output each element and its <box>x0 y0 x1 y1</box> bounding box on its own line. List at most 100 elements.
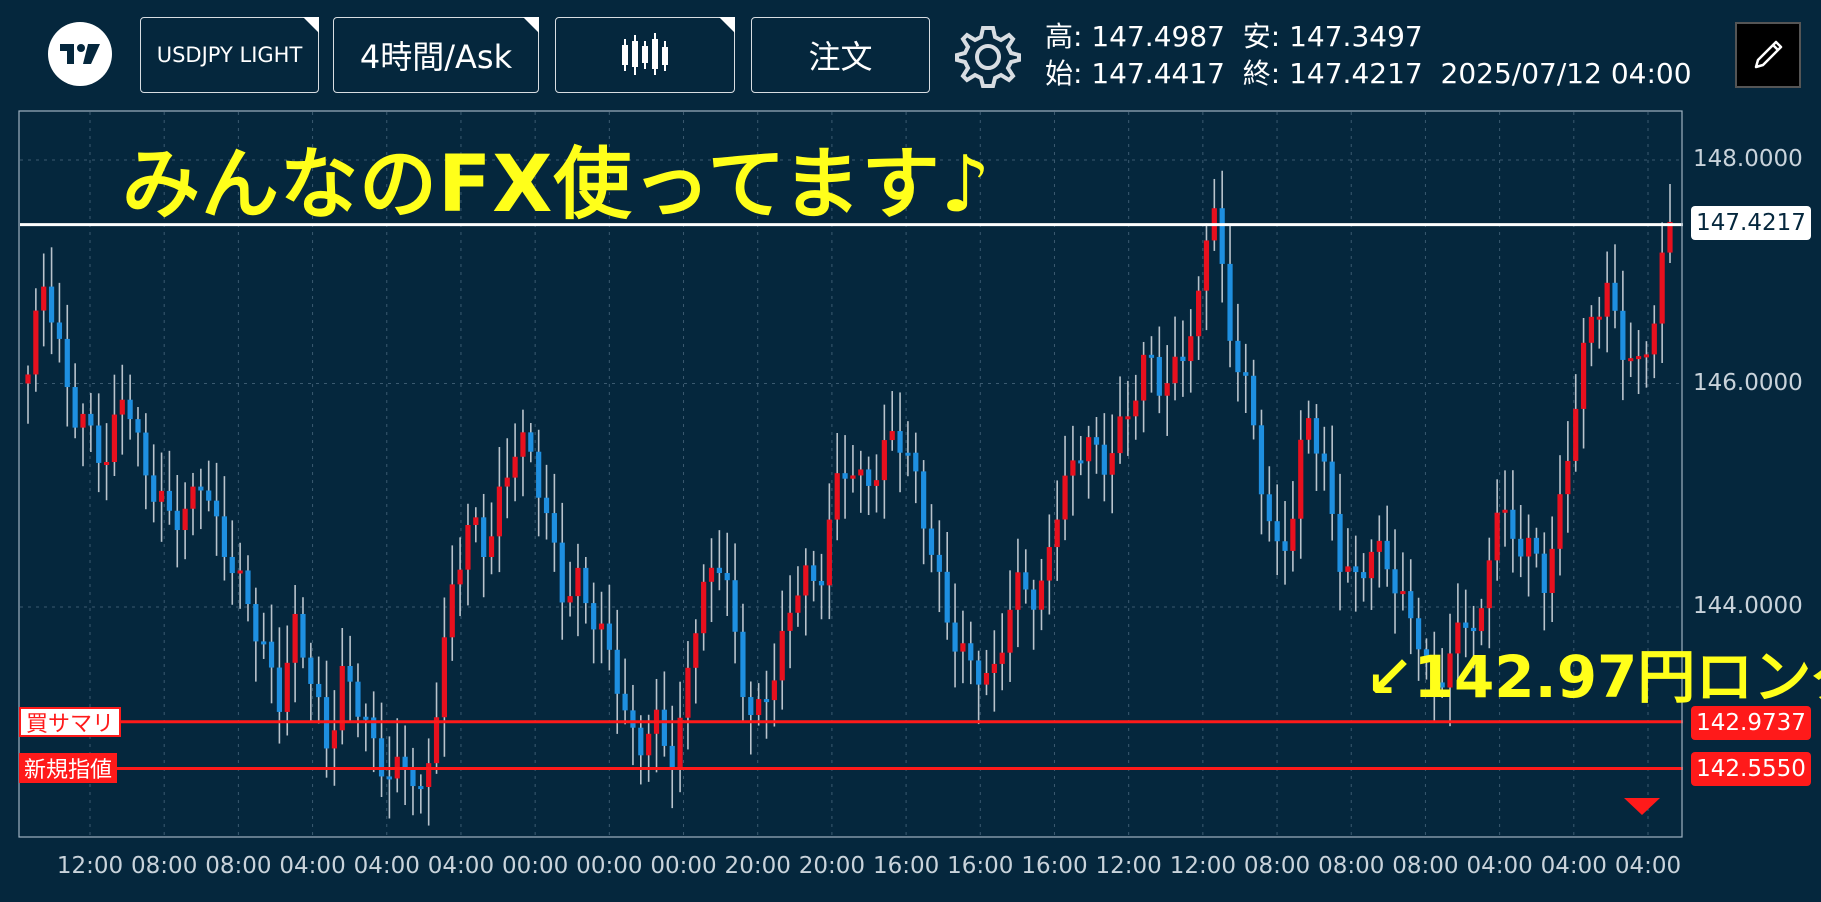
candle-down <box>1423 649 1430 656</box>
candle-down <box>543 497 550 514</box>
candle-down <box>151 475 157 502</box>
candle-down <box>206 490 212 501</box>
close-value: 147.4217 <box>1289 57 1423 90</box>
candle-up <box>504 477 510 487</box>
candle-up <box>441 637 447 718</box>
candle-down <box>371 717 377 739</box>
candle-down <box>630 710 636 728</box>
candle-down <box>928 528 935 555</box>
buy-summary-tag[interactable]: 買サマリ <box>19 707 122 737</box>
candle-down <box>1510 509 1516 539</box>
candle-down <box>528 432 534 452</box>
settings-gear-icon[interactable] <box>953 22 1023 92</box>
candle-down <box>1093 437 1100 445</box>
candle-down <box>64 338 70 388</box>
price-tick-label: 146.0000 <box>1693 369 1803 396</box>
symbol-select-button[interactable]: USDJPY LIGHT <box>140 17 319 93</box>
candle-down <box>213 500 220 517</box>
timeframe-label: 4時間/Ask <box>359 38 513 76</box>
time-tick-label: 08:00 <box>1392 853 1459 879</box>
candle-down <box>1321 453 1327 462</box>
new-limit-tag[interactable]: 新規指値 <box>19 753 118 783</box>
candle-down <box>378 738 385 777</box>
candle-down <box>1463 622 1469 628</box>
low-value: 147.3497 <box>1289 20 1423 53</box>
chart-type-button[interactable] <box>555 17 735 93</box>
time-tick-label: 04:00 <box>1540 853 1607 879</box>
candle-down <box>127 399 133 420</box>
candle-down <box>72 387 78 428</box>
candle-up <box>598 623 605 630</box>
candle-down <box>1518 538 1524 557</box>
candle-down <box>748 697 754 716</box>
candle-down <box>1533 537 1540 554</box>
candle-up <box>1015 572 1021 610</box>
time-tick-label: 12:00 <box>56 853 124 879</box>
candle-up <box>677 717 683 769</box>
candle-down <box>842 473 848 479</box>
candle-down <box>1329 461 1335 514</box>
dropdown-corner-icon <box>719 17 735 33</box>
candle-up <box>1667 221 1673 253</box>
candle-up <box>795 595 801 613</box>
symbol-label: USDJPY LIGHT <box>156 43 303 67</box>
candle-up <box>1525 537 1532 557</box>
candle-up <box>999 652 1005 664</box>
candle-down <box>253 604 259 642</box>
tradingview-logo-icon[interactable] <box>48 22 112 86</box>
candle-down <box>418 786 424 790</box>
candle-down <box>1180 356 1186 362</box>
candle-up <box>33 310 39 375</box>
time-tick-label: 12:00 <box>1169 853 1236 879</box>
candle-down <box>551 513 557 543</box>
candle-down <box>811 565 817 581</box>
candle-up <box>119 399 125 415</box>
candle-down <box>245 570 251 605</box>
candle-up <box>1046 547 1052 581</box>
candle-down <box>866 469 872 486</box>
candle-down <box>818 580 825 586</box>
ohlc-row-2: 始: 147.4417 終: 147.4217 2025/07/12 04:00 <box>1045 57 1692 91</box>
candle-up <box>1164 383 1170 396</box>
candle-down <box>1431 655 1437 683</box>
candle-up <box>339 665 345 731</box>
time-tick-label: 04:00 <box>353 853 420 879</box>
drawing-tool-button[interactable] <box>1735 22 1801 88</box>
candle-down <box>386 776 392 780</box>
candle-down <box>1235 340 1241 373</box>
candle-up <box>803 565 809 596</box>
chart-grid <box>20 112 1682 836</box>
candle-down <box>1313 418 1320 454</box>
candle-down <box>905 452 911 456</box>
candle-up <box>693 633 699 668</box>
candle-up <box>41 286 47 311</box>
order-button[interactable]: 注文 <box>751 17 930 93</box>
candle-down <box>268 641 275 668</box>
candle-up <box>1557 494 1563 549</box>
candle-down <box>1031 589 1037 610</box>
candle-up <box>25 374 31 384</box>
candle-up <box>1400 591 1406 595</box>
candle-up <box>1368 551 1375 579</box>
candle-up <box>779 630 785 681</box>
candle-down <box>261 641 267 645</box>
candle-down <box>1251 375 1257 426</box>
candle-down <box>1258 425 1265 495</box>
candle-up <box>1604 282 1610 317</box>
candle-up <box>708 567 715 582</box>
buy-summary-price-tag: 142.9737 <box>1691 706 1811 740</box>
candle-up <box>1635 356 1642 360</box>
current-price-tag: 147.4217 <box>1691 206 1811 240</box>
timeframe-select-button[interactable]: 4時間/Ask <box>333 17 539 93</box>
candle-up <box>983 672 990 685</box>
candle-down <box>732 580 738 632</box>
candle-down <box>1337 513 1343 572</box>
candle-up <box>771 680 777 701</box>
time-tick-label: 16:00 <box>872 853 940 879</box>
candle-up <box>1038 580 1045 610</box>
candle-up <box>473 517 479 525</box>
candle-up <box>1290 518 1296 551</box>
candle-up <box>873 480 880 486</box>
candle-up <box>520 432 526 457</box>
